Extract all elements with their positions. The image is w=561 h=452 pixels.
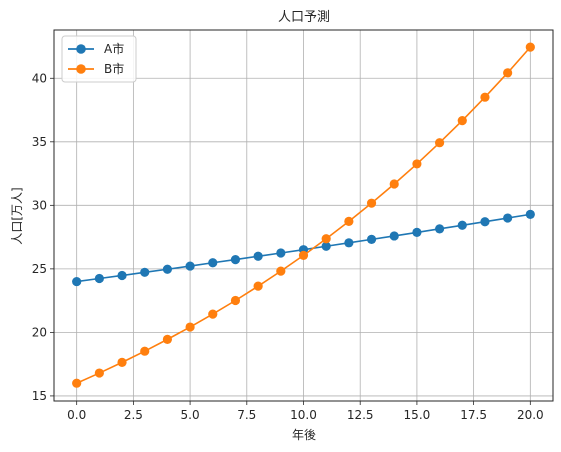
- data-point: [140, 267, 150, 277]
- series-layer: [72, 42, 535, 388]
- data-point: [117, 357, 127, 367]
- x-tick-label: 5.0: [181, 408, 200, 422]
- legend-entry-b: B市: [68, 61, 124, 76]
- data-point: [117, 270, 127, 281]
- data-point: [503, 68, 513, 78]
- data-point: [366, 234, 377, 244]
- data-point: [253, 281, 263, 291]
- legend: A市 B市: [61, 35, 137, 83]
- data-point: [208, 258, 218, 268]
- data-point: [276, 248, 286, 258]
- data-point: [434, 138, 445, 148]
- y-tick-label: 35: [32, 135, 47, 149]
- y-tick-label: 30: [32, 198, 47, 212]
- data-point: [162, 334, 173, 344]
- data-point: [480, 92, 490, 102]
- x-tick-label: 0.0: [67, 408, 86, 422]
- legend-label-a: A市: [104, 41, 124, 56]
- data-point: [344, 216, 354, 226]
- data-point: [276, 266, 286, 276]
- y-tick-label: 25: [32, 262, 47, 276]
- x-tick-label: 10.0: [290, 408, 317, 422]
- y-axis-label: 人口[万人]: [10, 187, 24, 244]
- data-point: [94, 368, 104, 378]
- data-point: [344, 238, 354, 248]
- legend-entry-a: A市: [68, 41, 124, 56]
- data-point: [72, 276, 82, 287]
- legend-box: [61, 35, 137, 83]
- x-tick-label: 17.5: [460, 408, 487, 422]
- data-point: [389, 179, 399, 189]
- series-b: [72, 42, 535, 388]
- y-tick-label: 20: [32, 325, 47, 339]
- y-axis: 15 20 25 30 35 40: [32, 71, 54, 403]
- legend-marker-a: [76, 44, 86, 54]
- chart-title: 人口予測: [278, 10, 330, 25]
- data-point: [72, 378, 82, 388]
- data-point: [162, 264, 173, 274]
- data-point: [480, 217, 490, 227]
- data-point: [525, 209, 535, 219]
- data-point: [94, 273, 104, 284]
- data-point: [185, 261, 195, 271]
- x-tick-label: 12.5: [347, 408, 374, 422]
- x-axis: 0.0 2.5 5.0 7.5 10.0 12.5 15.0 17.5 20.0: [67, 401, 544, 422]
- data-point: [140, 346, 150, 356]
- x-tick-label: 7.5: [237, 408, 256, 422]
- data-point: [412, 159, 422, 169]
- data-point: [185, 322, 195, 332]
- x-axis-label: 年後: [292, 428, 316, 442]
- data-point: [298, 250, 309, 260]
- data-point: [457, 220, 467, 230]
- x-tick-label: 15.0: [404, 408, 431, 422]
- y-tick-label: 15: [32, 389, 47, 403]
- data-point: [321, 234, 331, 244]
- legend-label-b: B市: [104, 61, 124, 76]
- x-tick-label: 2.5: [124, 408, 143, 422]
- data-point: [525, 42, 535, 52]
- data-point: [230, 295, 241, 306]
- data-point: [389, 231, 399, 241]
- grid: [54, 30, 553, 401]
- data-point: [208, 309, 218, 319]
- data-point: [253, 251, 263, 261]
- y-tick-label: 40: [32, 71, 47, 85]
- data-point: [321, 241, 331, 251]
- data-point: [412, 227, 422, 237]
- data-point: [457, 115, 467, 126]
- data-point: [230, 254, 241, 265]
- legend-marker-b: [76, 64, 86, 74]
- data-point: [366, 198, 377, 208]
- data-point: [434, 224, 445, 234]
- series-a: [72, 209, 535, 287]
- x-tick-label: 20.0: [517, 408, 544, 422]
- data-point: [503, 213, 513, 223]
